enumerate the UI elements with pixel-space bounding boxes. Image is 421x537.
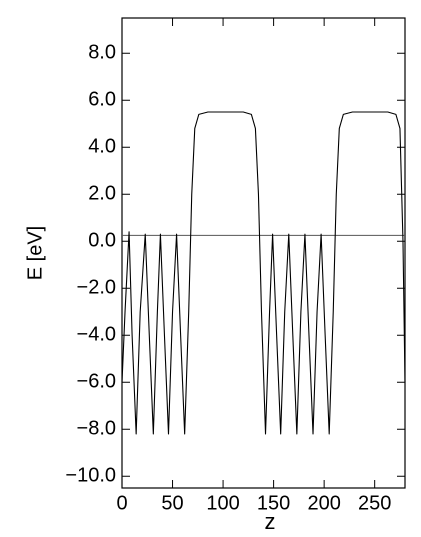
y-axis-label: E [eV] (24, 226, 46, 280)
y-tick-label: 0.0 (88, 230, 116, 252)
y-tick-label: 8.0 (88, 42, 116, 64)
x-tick-label: 200 (307, 492, 340, 514)
x-tick-label: 150 (257, 492, 290, 514)
data-line (121, 111, 406, 435)
plot-frame (121, 17, 406, 489)
y-tick-label: 6.0 (88, 89, 116, 111)
x-tick-label: 0 (116, 492, 127, 514)
x-tick-label: 250 (358, 492, 391, 514)
y-tick-label: −4.0 (77, 324, 116, 346)
y-tick-label: −8.0 (77, 418, 116, 440)
y-tick-label: 4.0 (88, 136, 116, 158)
y-tick-label: −2.0 (77, 277, 116, 299)
x-tick-label: 100 (206, 492, 239, 514)
y-tick-label: −6.0 (77, 371, 116, 393)
x-axis-label: z (265, 509, 276, 534)
y-tick-label: 2.0 (88, 183, 116, 205)
x-tick-label: 50 (161, 492, 183, 514)
y-tick-label: −10.0 (65, 465, 116, 487)
